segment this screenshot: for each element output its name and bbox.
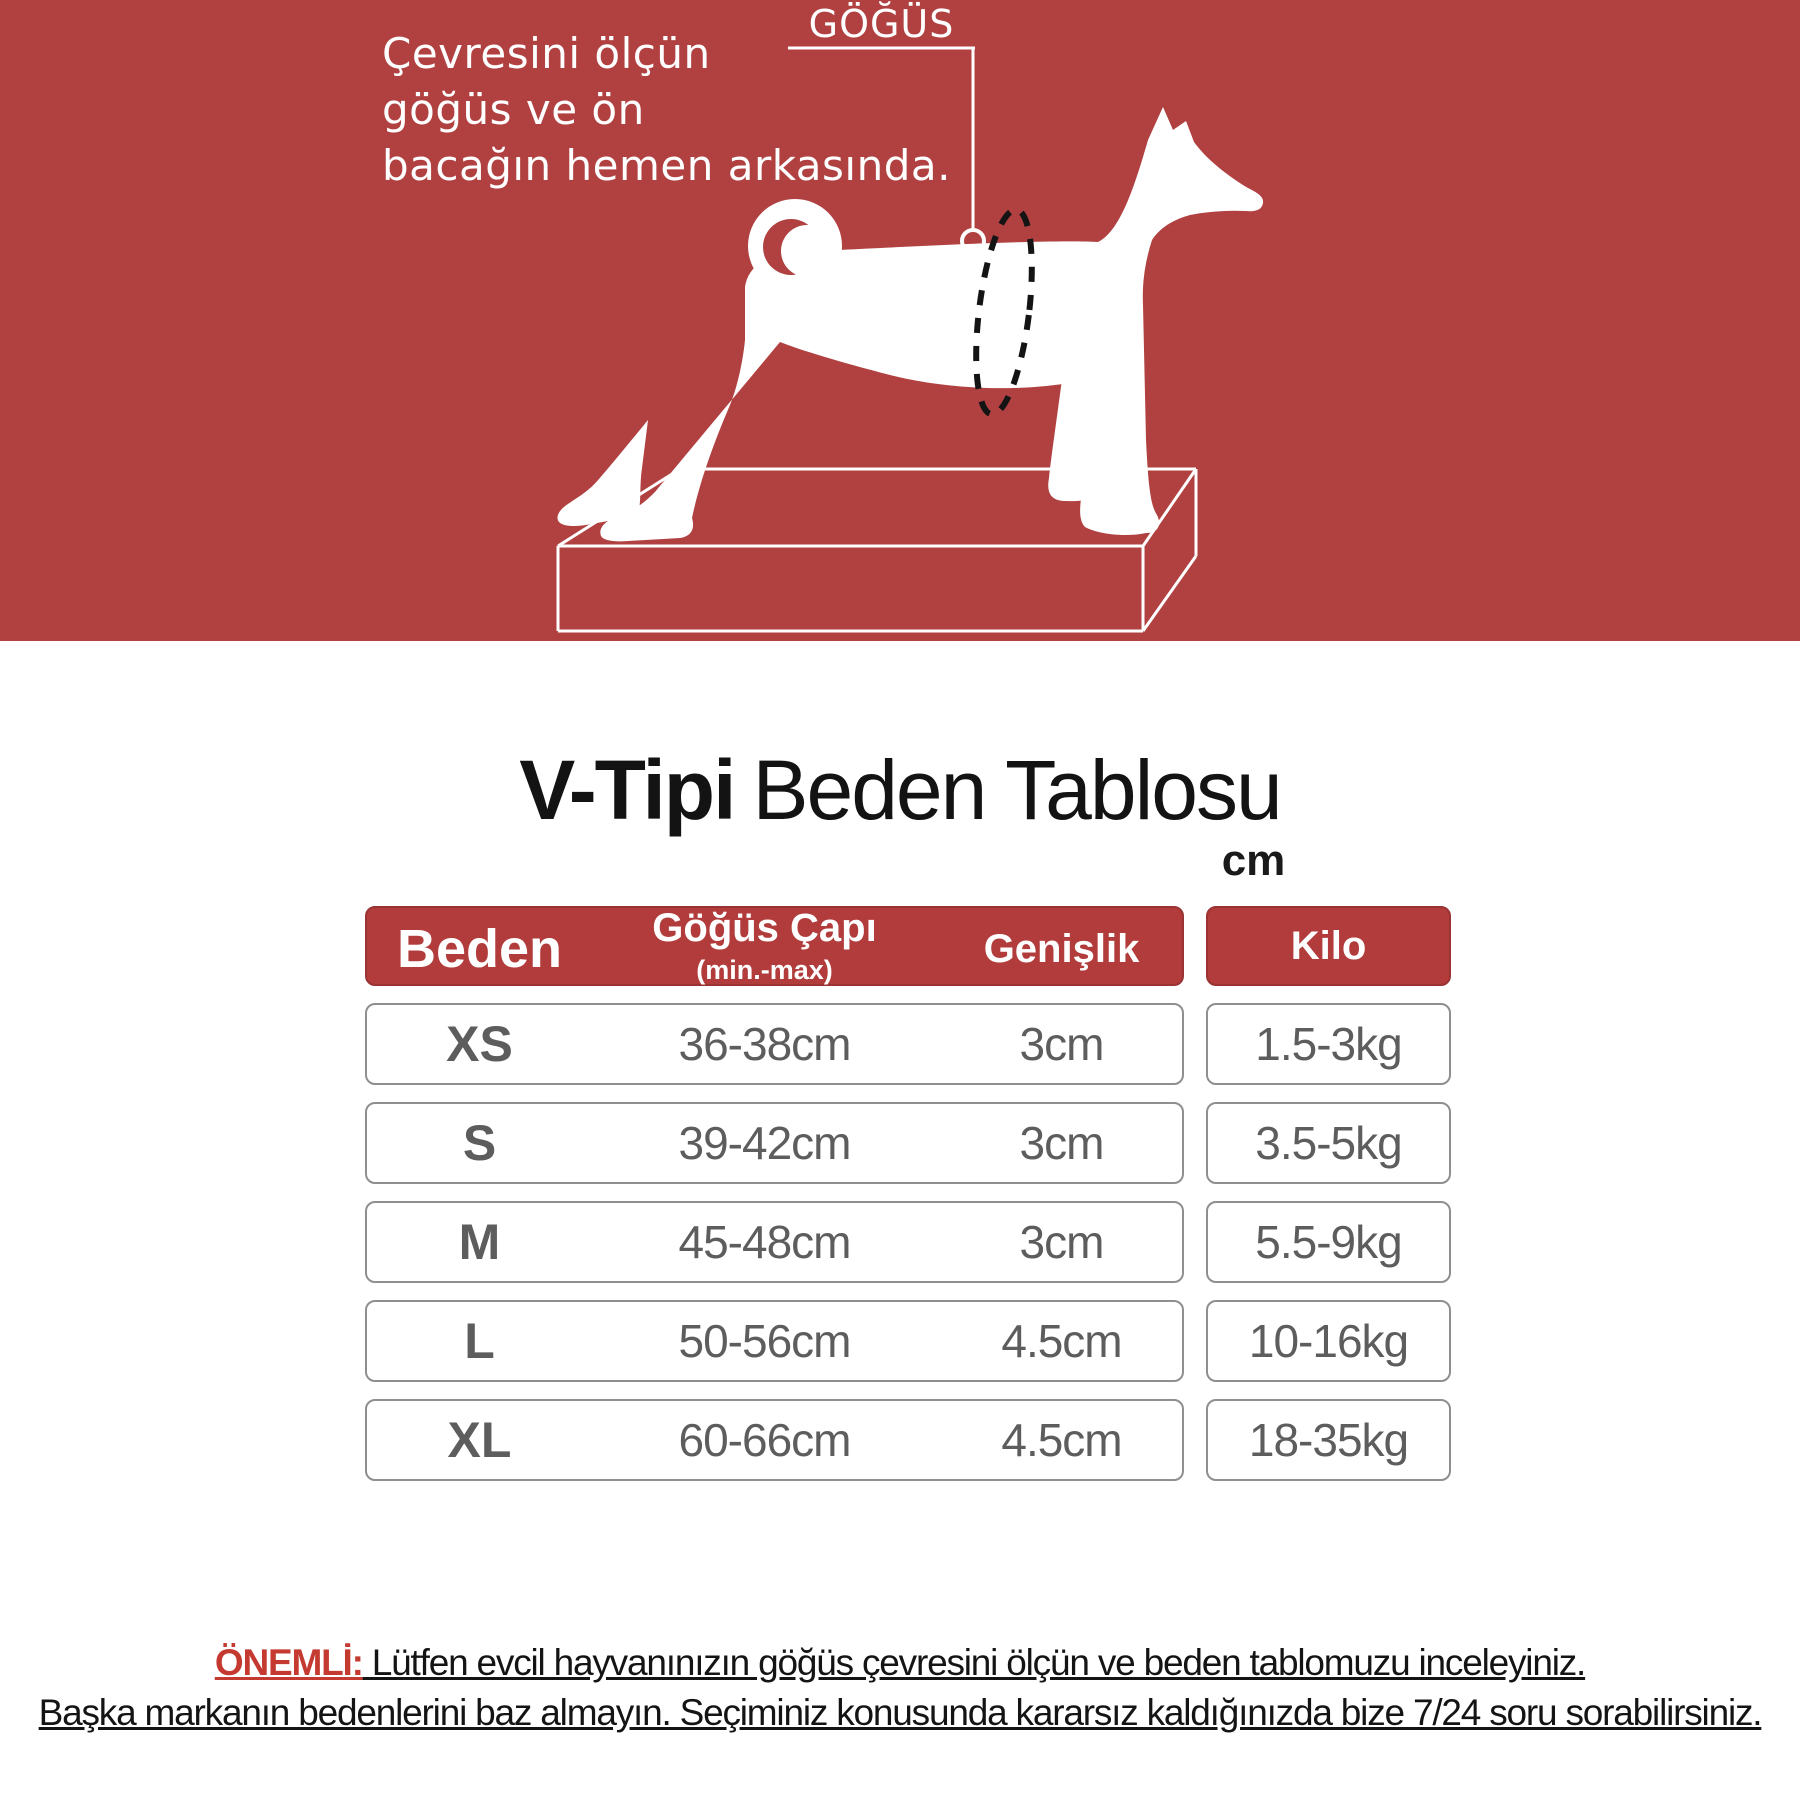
table-row-weight: 10-16kg: [1206, 1300, 1451, 1382]
footer-line-1-text: Lütfen evcil hayvanınızın göğüs çevresin…: [362, 1642, 1587, 1683]
cell-size: S: [462, 1115, 497, 1171]
instruction-line: Çevresini ölçün: [382, 29, 711, 78]
cell-size: L: [464, 1313, 495, 1369]
measuring-tape-ellipse: [973, 206, 1035, 418]
cell-width: 4.5cm: [1001, 1414, 1122, 1466]
chest-label: GÖĞÜS: [808, 2, 955, 46]
instruction-line: bacağın hemen arkasında.: [382, 141, 951, 190]
title-product-type: V-Tipi: [519, 743, 736, 837]
table-row: XS 36-38cm 3cm: [365, 1003, 1184, 1085]
chest-callout-line: [788, 46, 975, 229]
header-chest-sub: (min.-max): [696, 955, 833, 985]
footer-line-1: ÖNEMLİ: Lütfen evcil hayvanınızın göğüs …: [0, 1638, 1800, 1688]
cell-size: XL: [447, 1412, 512, 1468]
header-size: Beden: [396, 919, 563, 979]
table-row: M 45-48cm 3cm: [365, 1201, 1184, 1283]
cell-weight: 3.5-5kg: [1255, 1117, 1402, 1169]
table-row-weight: 5.5-9kg: [1206, 1201, 1451, 1283]
cell-width: 3cm: [1019, 1018, 1105, 1070]
table-row: XL 60-66cm 4.5cm: [365, 1399, 1184, 1481]
table-header-left: Beden Göğüs Çapı (min.-max) Genişlik: [365, 906, 1184, 986]
cell-weight: 1.5-3kg: [1255, 1018, 1402, 1070]
table-header-weight: Kilo: [1206, 906, 1451, 986]
dog-measurement-illustration: [556, 46, 1264, 633]
cell-weight: 10-16kg: [1248, 1315, 1409, 1367]
cell-width: 3cm: [1019, 1117, 1105, 1169]
footer-note: ÖNEMLİ: Lütfen evcil hayvanınızın göğüs …: [0, 1638, 1800, 1738]
header-weight-label: Kilo: [1290, 924, 1367, 968]
cell-weight: 5.5-9kg: [1255, 1216, 1402, 1268]
tail-crescent-inner: [781, 225, 833, 277]
cell-size: M: [458, 1214, 501, 1270]
table-row-weight: 3.5-5kg: [1206, 1102, 1451, 1184]
chest-callout-ring: [960, 228, 986, 254]
cell-width: 3cm: [1019, 1216, 1105, 1268]
footer-line-2: Başka markanın bedenlerini baz almayın. …: [38, 1692, 1763, 1733]
title-rest: Beden Tablosu: [752, 743, 1282, 837]
important-label: ÖNEMLİ:: [214, 1642, 364, 1683]
page-title: V-Tipi Beden Tablosu: [0, 742, 1800, 839]
table-row: L 50-56cm 4.5cm: [365, 1300, 1184, 1382]
header-width: Genişlik: [983, 927, 1140, 971]
banner: Çevresini ölçün göğüs ve ön bacağın heme…: [0, 0, 1800, 641]
table-row: S 39-42cm 3cm: [365, 1102, 1184, 1184]
cell-chest: 39-42cm: [678, 1117, 852, 1169]
cell-chest: 60-66cm: [678, 1414, 852, 1466]
cell-chest: 45-48cm: [678, 1216, 852, 1268]
instruction-line: göğüs ve ön: [382, 85, 645, 134]
measure-instructions: Çevresini ölçün göğüs ve ön bacağın heme…: [382, 26, 951, 194]
header-chest-label: Göğüs Çapı: [652, 906, 877, 950]
dog-far-hind-leg: [557, 420, 648, 527]
cell-width: 4.5cm: [1001, 1315, 1122, 1367]
table-row-weight: 18-35kg: [1206, 1399, 1451, 1481]
cell-weight: 18-35kg: [1248, 1414, 1409, 1466]
dog-silhouette: [600, 107, 1264, 542]
header-chest: Göğüs Çapı (min.-max): [592, 908, 937, 990]
table-row-weight: 1.5-3kg: [1206, 1003, 1451, 1085]
cell-size: XS: [446, 1016, 513, 1072]
cell-chest: 36-38cm: [678, 1018, 852, 1070]
cell-chest: 50-56cm: [678, 1315, 852, 1367]
unit-label: cm: [1221, 836, 1286, 885]
